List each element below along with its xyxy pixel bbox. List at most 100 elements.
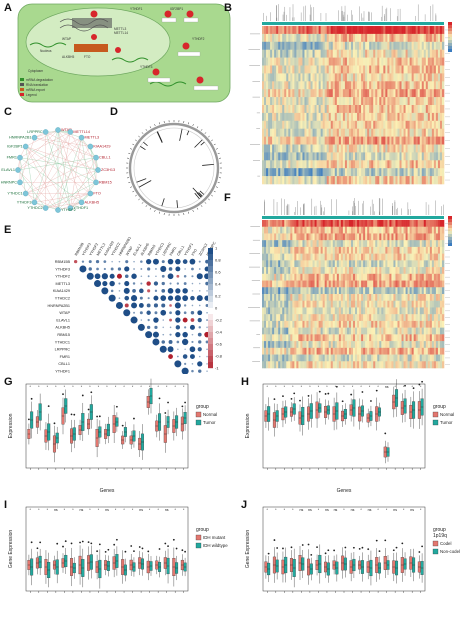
corr-dot: [141, 319, 143, 321]
color-key-step: [448, 216, 452, 219]
corr-dot: [102, 273, 108, 279]
outlier-point: [96, 416, 98, 418]
corr-dot: [198, 340, 201, 343]
corr-dot: [169, 334, 171, 336]
outlier-point: [362, 547, 364, 549]
schematic-reader-2: IGF2BP1: [170, 7, 183, 11]
color-key-step: [448, 22, 452, 25]
boxplot-g: ExpressionGenes*******************groupN…: [0, 374, 237, 496]
outlier-point: [384, 433, 386, 435]
network-node-label: FTO: [93, 192, 101, 196]
network-node: [55, 127, 60, 132]
schematic-cytoplasm-label: Cytoplasm: [28, 69, 43, 73]
y-axis-label: Expression: [245, 413, 251, 438]
network-node-label: HNRNPA2B1: [9, 136, 32, 140]
outlier-point: [88, 409, 90, 411]
outlier-point: [302, 544, 304, 546]
corr-dot: [176, 325, 180, 329]
corr-dot: [155, 268, 157, 270]
outlier-point: [342, 400, 344, 402]
network-node-label: METTL3: [85, 136, 100, 140]
corr-row-label: RBM15: [57, 333, 70, 337]
corr-dot: [117, 274, 122, 279]
corr-dot: [124, 281, 129, 286]
outlier-point: [181, 405, 183, 407]
corr-dot: [153, 332, 159, 338]
corr-dot: [183, 259, 188, 264]
legend-entry: Non-codel: [440, 549, 460, 554]
corr-dot: [183, 318, 188, 323]
corr-row-label: YTHDC1: [55, 340, 70, 344]
corr-dot: [168, 288, 174, 294]
corr-scale-step: [208, 350, 213, 356]
color-key-step: [448, 40, 452, 43]
outlier-point: [122, 425, 124, 427]
corr-dot: [124, 266, 129, 271]
significance-mark: ns: [54, 508, 58, 512]
corr-dot: [133, 268, 135, 270]
corr-dot: [124, 296, 129, 301]
corr-dot: [206, 312, 208, 314]
ring-ticks: [126, 120, 222, 216]
legend-entry: Codel: [440, 541, 451, 546]
corr-dot: [184, 311, 187, 314]
corr-dot: [184, 304, 186, 306]
outlier-point: [379, 550, 381, 552]
corr-dot: [162, 319, 164, 321]
outlier-point: [370, 400, 372, 402]
corr-dot: [104, 268, 106, 270]
corr-dot: [206, 356, 208, 358]
legend-swatch: [433, 412, 438, 417]
panel-i-label: I: [4, 499, 7, 511]
corr-dot: [160, 310, 166, 316]
network-node: [23, 191, 28, 196]
outlier-point: [421, 545, 423, 547]
corr-dot: [103, 260, 106, 263]
corr-scale-step: [208, 278, 213, 284]
corr-dot: [191, 311, 194, 314]
outlier-point: [359, 548, 361, 550]
corr-col-label: FTO: [191, 248, 198, 256]
outlier-point: [48, 405, 50, 407]
outlier-point: [376, 390, 378, 392]
significance-mark: ns: [334, 508, 338, 512]
color-key-step: [448, 234, 452, 237]
network-node: [93, 180, 98, 185]
corr-dot: [147, 319, 149, 321]
corr-dot: [116, 302, 123, 309]
corr-scale-tick: 0.6: [215, 270, 221, 275]
outlier-point: [291, 546, 293, 548]
x-axis-label: Genes: [100, 488, 115, 494]
outlier-point: [325, 393, 327, 395]
corr-dot: [206, 290, 208, 292]
corr-dot: [168, 296, 173, 301]
gene-markers: [137, 129, 214, 208]
outlier-point: [362, 391, 364, 393]
corr-scale-tick: 0.4: [215, 282, 221, 287]
chromosome-ring: [130, 124, 218, 212]
panel-j-label: J: [241, 499, 247, 511]
outlier-point: [421, 381, 423, 383]
corr-dot: [111, 268, 114, 271]
network-node: [68, 129, 73, 134]
outlier-point: [353, 547, 355, 549]
row-dendrogram: [248, 227, 260, 362]
outlier-point: [173, 539, 175, 541]
column-dendrogram: [263, 4, 436, 21]
corr-dot: [162, 282, 165, 285]
corr-dot: [133, 312, 135, 314]
corr-dot: [191, 268, 194, 271]
corr-dot: [94, 280, 101, 287]
corr-scale-step: [208, 272, 213, 278]
corr-dot: [146, 281, 150, 285]
corr-dot: [183, 354, 188, 359]
corr-dot: [147, 289, 150, 292]
corr-dot: [206, 363, 208, 365]
corr-row-label: ELAVL1: [56, 318, 70, 322]
corr-dot: [199, 356, 201, 358]
outlier-point: [367, 548, 369, 550]
outlier-point: [82, 395, 84, 397]
significance-mark: ns: [80, 508, 84, 512]
corr-dot: [197, 295, 203, 301]
